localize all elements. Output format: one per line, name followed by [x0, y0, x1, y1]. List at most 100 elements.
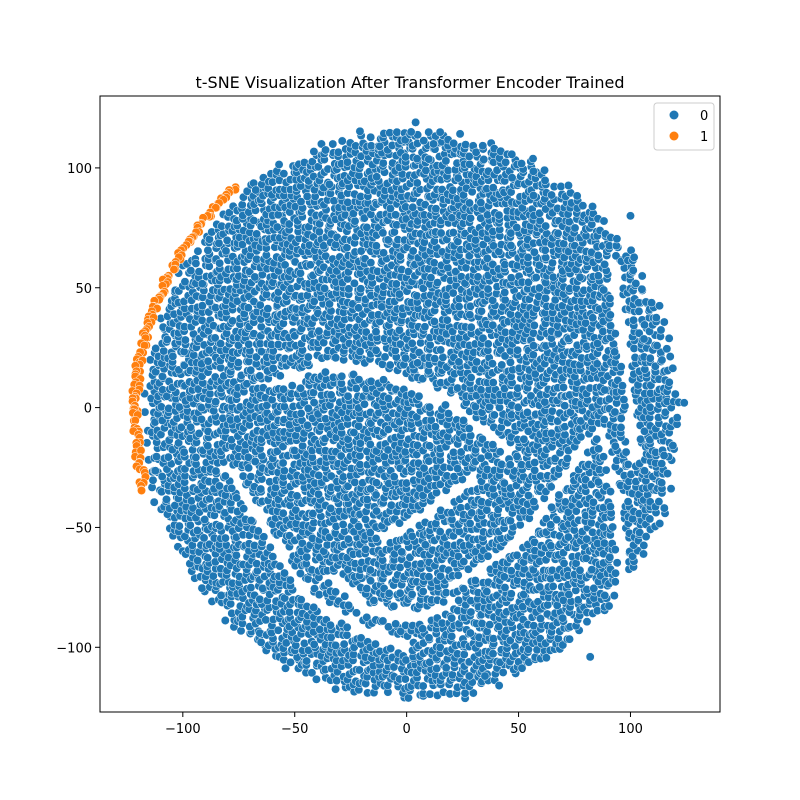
point-series-0	[371, 327, 381, 337]
point-series-0	[331, 353, 341, 363]
point-series-0	[354, 375, 364, 385]
point-series-0	[466, 373, 476, 383]
point-series-0	[244, 463, 254, 473]
point-series-0	[343, 534, 353, 544]
point-series-0	[372, 172, 382, 182]
point-series-0	[204, 345, 214, 355]
point-series-0	[483, 339, 493, 349]
point-series-0	[331, 641, 341, 650]
point-series-0	[366, 576, 375, 586]
point-series-0	[459, 416, 468, 425]
point-series-0	[465, 628, 475, 638]
point-series-0	[295, 569, 305, 578]
point-series-0	[236, 626, 246, 636]
point-series-0	[309, 398, 319, 408]
point-series-0	[436, 345, 446, 355]
point-series-0	[479, 155, 489, 164]
point-series-0	[303, 352, 313, 362]
point-series-0	[386, 644, 396, 653]
point-series-0	[174, 402, 184, 412]
point-series-0	[418, 586, 428, 596]
point-series-0	[268, 363, 278, 373]
point-series-0	[174, 521, 184, 531]
point-series-0	[412, 178, 422, 188]
point-series-0	[331, 684, 341, 694]
point-series-0	[441, 156, 451, 166]
point-series-0	[488, 378, 498, 388]
point-series-0	[216, 590, 226, 600]
point-series-0	[246, 365, 256, 375]
point-series-0	[400, 674, 410, 684]
point-series-0	[210, 333, 220, 343]
point-series-0	[408, 202, 418, 212]
point-series-0	[261, 290, 271, 299]
point-series-0	[522, 408, 532, 417]
point-series-0	[231, 550, 241, 560]
point-series-0	[465, 159, 475, 169]
point-series-0	[180, 277, 190, 287]
point-series-0	[249, 216, 259, 226]
point-series-0	[185, 520, 195, 530]
point-series-0	[287, 381, 297, 391]
point-series-0	[372, 506, 381, 516]
point-series-0	[279, 466, 289, 476]
point-series-0	[211, 466, 221, 476]
point-series-0	[342, 157, 352, 167]
point-series-0	[356, 284, 366, 294]
point-series-0	[280, 568, 289, 578]
point-series-0	[211, 397, 221, 407]
point-series-0	[343, 391, 353, 401]
point-series-0	[466, 322, 476, 332]
point-series-0	[252, 229, 262, 239]
point-series-0	[208, 571, 218, 581]
point-series-0	[529, 497, 539, 507]
point-series-0	[461, 140, 471, 150]
point-series-0	[455, 129, 465, 139]
point-series-0	[512, 452, 522, 461]
point-series-0	[447, 631, 457, 641]
point-series-0	[314, 489, 323, 499]
point-series-0	[354, 421, 364, 431]
point-series-0	[193, 246, 203, 256]
point-series-0	[505, 460, 515, 470]
point-series-0	[499, 572, 509, 582]
point-series-0	[371, 345, 381, 355]
point-series-0	[448, 228, 458, 238]
point-series-0	[197, 414, 206, 424]
point-series-0	[517, 159, 526, 169]
point-series-0	[488, 634, 498, 644]
point-series-0	[498, 668, 508, 677]
point-series-0	[531, 273, 541, 282]
point-series-0	[529, 320, 539, 330]
point-series-0	[243, 303, 253, 313]
point-series-0	[337, 371, 347, 381]
point-series-0	[340, 591, 350, 601]
point-series-0	[370, 639, 380, 649]
point-series-0	[220, 533, 230, 543]
point-series-0	[529, 247, 539, 257]
point-series-0	[197, 279, 207, 289]
point-series-0	[275, 371, 285, 381]
point-series-0	[459, 649, 469, 659]
point-series-0	[314, 471, 324, 480]
point-series-0	[515, 520, 525, 530]
point-series-0	[529, 341, 538, 351]
point-series-0	[354, 665, 364, 675]
point-series-0	[488, 183, 498, 193]
point-series-0	[324, 578, 333, 588]
point-series-0	[157, 472, 167, 482]
point-series-0	[259, 532, 269, 542]
point-series-0	[256, 637, 266, 647]
point-series-0	[326, 390, 336, 400]
point-series-0	[194, 429, 204, 438]
point-series-0	[389, 601, 399, 611]
point-series-0	[470, 576, 480, 586]
point-series-0	[194, 267, 204, 277]
point-series-0	[203, 245, 213, 255]
point-series-0	[314, 227, 324, 237]
point-series-0	[449, 138, 459, 148]
point-series-0	[442, 315, 452, 325]
point-series-0	[237, 240, 247, 250]
point-series-0	[378, 158, 388, 168]
point-series-0	[500, 295, 510, 305]
